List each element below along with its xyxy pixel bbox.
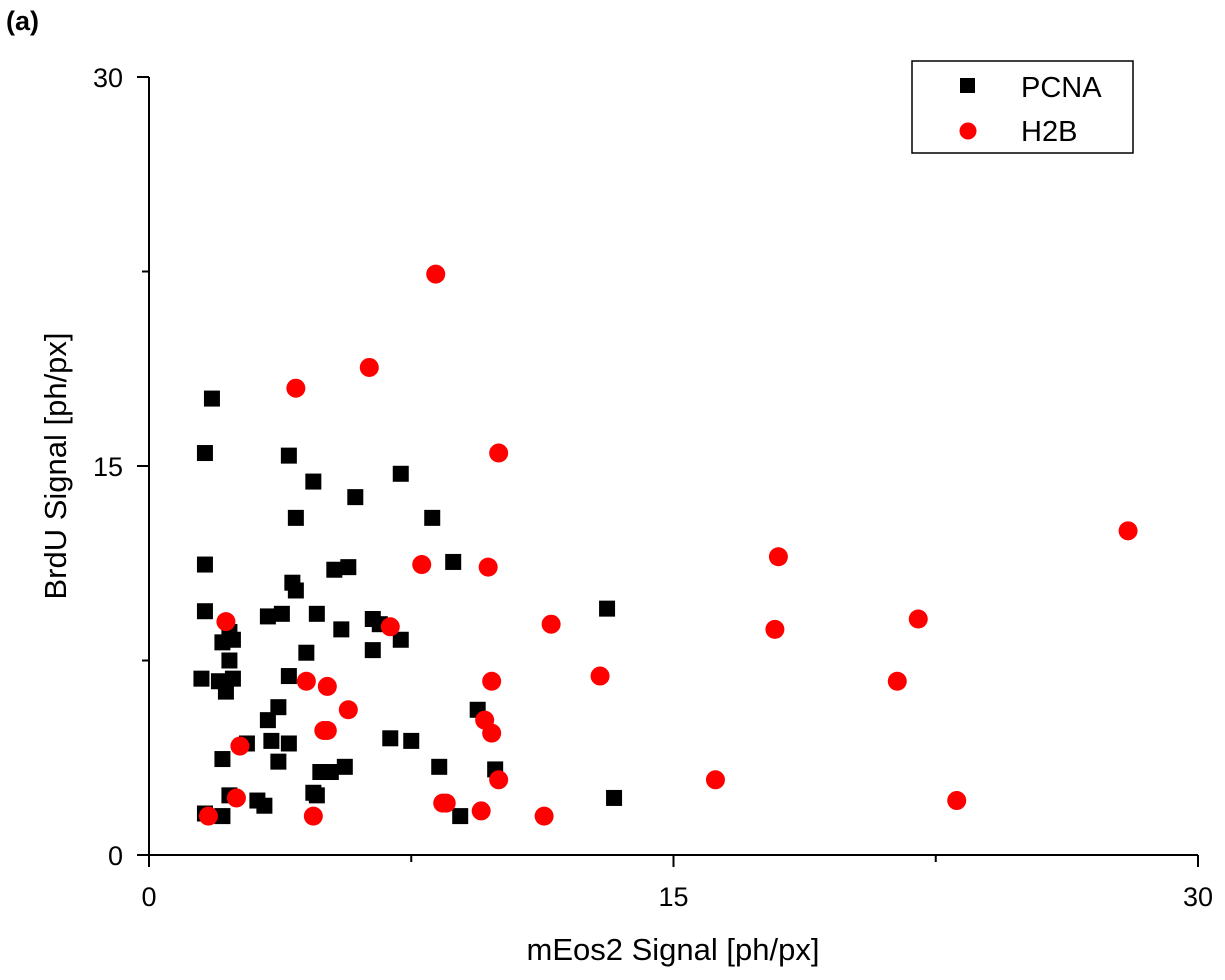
h2b-point bbox=[534, 806, 554, 826]
x-tick-label: 30 bbox=[1183, 882, 1213, 912]
series-h2b bbox=[198, 264, 1138, 826]
pcna-point bbox=[431, 758, 448, 775]
h2b-point bbox=[296, 671, 316, 691]
h2b-point bbox=[198, 806, 218, 826]
y-tick-label: 15 bbox=[93, 452, 123, 482]
legend-label-h2b: H2B bbox=[1021, 116, 1077, 148]
y-tick-label: 30 bbox=[93, 63, 123, 93]
pcna-point bbox=[259, 712, 276, 729]
h2b-point bbox=[1118, 521, 1138, 541]
pcna-point bbox=[452, 808, 469, 825]
pcna-point bbox=[392, 631, 409, 648]
h2b-point bbox=[705, 770, 725, 790]
pcna-point bbox=[196, 603, 213, 620]
pcna-point bbox=[340, 559, 357, 576]
pcna-point bbox=[270, 753, 287, 770]
h2b-point bbox=[286, 378, 306, 398]
h2b-point bbox=[489, 770, 509, 790]
pcna-point bbox=[287, 582, 304, 599]
h2b-point bbox=[768, 547, 788, 567]
h2b-point bbox=[303, 806, 323, 826]
h2b-point bbox=[317, 721, 337, 741]
legend: PCNA H2B bbox=[911, 60, 1134, 154]
ticks bbox=[137, 76, 1199, 867]
legend-box bbox=[911, 60, 1134, 154]
pcna-point bbox=[326, 561, 343, 578]
pcna-point bbox=[606, 789, 623, 806]
pcna-point bbox=[364, 642, 381, 659]
pcna-point bbox=[224, 670, 241, 687]
h2b-point bbox=[765, 619, 785, 639]
pcna-point bbox=[287, 509, 304, 526]
y-axis-title: BrdU Signal [ph/px] bbox=[38, 332, 73, 599]
h2b-point bbox=[380, 617, 400, 637]
h2b-point bbox=[482, 671, 502, 691]
h2b-point bbox=[226, 788, 246, 808]
pcna-point bbox=[203, 390, 220, 407]
h2b-point bbox=[426, 264, 446, 284]
h2b-point bbox=[590, 666, 610, 686]
h2b-point bbox=[478, 557, 498, 577]
pcna-point bbox=[403, 732, 420, 749]
h2b-point bbox=[436, 793, 456, 813]
h2b-point bbox=[338, 700, 358, 720]
pcna-point bbox=[333, 621, 350, 638]
tick-labels: 0 15 30 0 15 30 bbox=[93, 63, 1213, 912]
pcna-point bbox=[308, 787, 325, 804]
pcna-point bbox=[382, 730, 399, 747]
h2b-point bbox=[887, 671, 907, 691]
pcna-point bbox=[308, 605, 325, 622]
panel-label: (a) bbox=[6, 6, 39, 36]
h2b-point bbox=[908, 609, 928, 629]
pcna-point bbox=[298, 644, 315, 661]
h2b-point bbox=[541, 614, 561, 634]
pcna-point bbox=[322, 764, 339, 781]
pcna-point bbox=[196, 556, 213, 573]
pcna-point bbox=[214, 751, 231, 768]
y-tick-label: 0 bbox=[108, 841, 123, 871]
pcna-point bbox=[263, 732, 280, 749]
pcna-point bbox=[347, 489, 364, 506]
pcna-point bbox=[280, 447, 297, 464]
axes bbox=[148, 77, 1198, 856]
x-axis-title: mEos2 Signal [ph/px] bbox=[527, 932, 820, 967]
pcna-point bbox=[424, 509, 441, 526]
h2b-point bbox=[230, 736, 250, 756]
x-tick-label: 15 bbox=[658, 882, 688, 912]
pcna-point bbox=[270, 699, 287, 716]
pcna-point bbox=[280, 735, 297, 752]
h2b-point bbox=[947, 791, 967, 811]
pcna-point bbox=[336, 758, 353, 775]
series-pcna bbox=[193, 390, 623, 825]
h2b-point bbox=[482, 723, 502, 743]
pcna-point bbox=[259, 608, 276, 625]
h2b-point bbox=[471, 801, 491, 821]
pcna-point bbox=[445, 553, 462, 570]
h2b-point bbox=[216, 612, 236, 632]
pcna-point bbox=[305, 473, 322, 490]
pcna-point bbox=[599, 600, 616, 617]
h2b-point bbox=[412, 555, 432, 575]
pcna-point bbox=[256, 797, 273, 814]
h2b-point bbox=[359, 357, 379, 377]
pcna-point bbox=[217, 683, 234, 700]
legend-label-pcna: PCNA bbox=[1021, 72, 1102, 104]
pcna-point bbox=[196, 445, 213, 462]
pcna-point bbox=[214, 634, 231, 651]
h2b-point bbox=[317, 676, 337, 696]
pcna-point bbox=[273, 605, 290, 622]
pcna-point bbox=[280, 668, 297, 685]
pcna-point bbox=[214, 808, 231, 825]
pcna-point bbox=[193, 670, 210, 687]
pcna-point bbox=[392, 465, 409, 482]
h2b-point bbox=[489, 443, 509, 463]
legend-marker-pcna bbox=[960, 78, 975, 93]
legend-marker-h2b bbox=[959, 122, 977, 140]
x-tick-label: 0 bbox=[141, 882, 156, 912]
pcna-point bbox=[221, 652, 238, 669]
